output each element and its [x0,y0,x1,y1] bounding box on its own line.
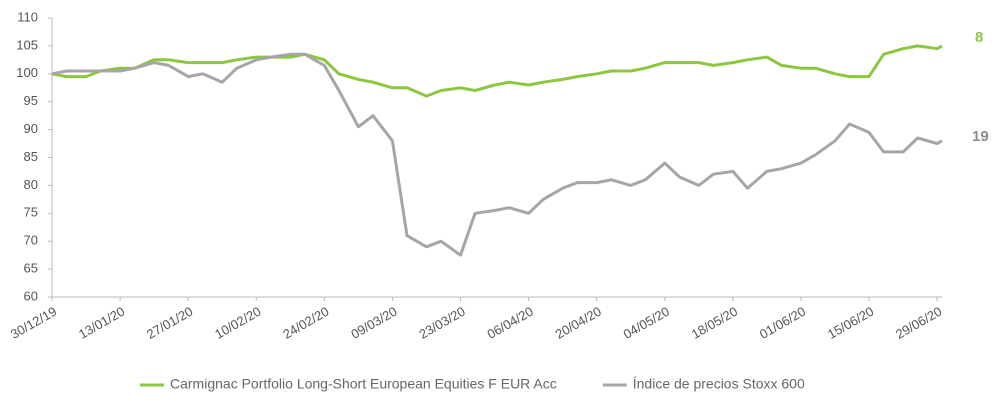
y-tick-label: 105 [16,37,38,52]
y-tick-label: 85 [24,149,38,164]
y-tick-label: 100 [16,65,38,80]
y-tick-label: 110 [17,9,38,24]
x-tick-label: 01/06/20 [757,304,808,342]
y-tick-label: 65 [24,261,38,276]
legend-label: Carmignac Portfolio Long-Short European … [170,376,557,392]
annotation: 8 [975,29,983,46]
legend-label: Índice de precios Stoxx 600 [633,376,805,392]
x-tick-label: 09/03/20 [348,304,399,342]
x-tick-label: 29/06/20 [893,304,944,342]
y-tick-label: 60 [24,288,38,303]
x-tick-label: 10/02/20 [212,304,263,342]
x-tick-label: 18/05/20 [689,304,740,342]
y-tick-label: 80 [24,177,38,192]
annotation: 19 [972,128,989,145]
x-tick-label: 13/01/20 [76,304,127,342]
x-tick-label: 23/03/20 [416,304,467,342]
x-tick-label: 06/04/20 [485,304,536,342]
x-tick-label: 20/04/20 [553,304,604,342]
x-tick-label: 27/01/20 [144,304,195,342]
y-tick-label: 95 [24,93,38,108]
y-tick-label: 70 [24,233,38,248]
x-tick-label: 15/06/20 [825,304,876,342]
series-line [51,52,943,257]
x-tick-label: 04/05/20 [621,304,672,342]
y-tick-label: 90 [24,121,38,136]
x-tick-label: 30/12/19 [8,304,59,342]
series-line [51,44,943,98]
x-tick-label: 24/02/20 [280,304,331,342]
y-tick-label: 75 [24,205,38,220]
